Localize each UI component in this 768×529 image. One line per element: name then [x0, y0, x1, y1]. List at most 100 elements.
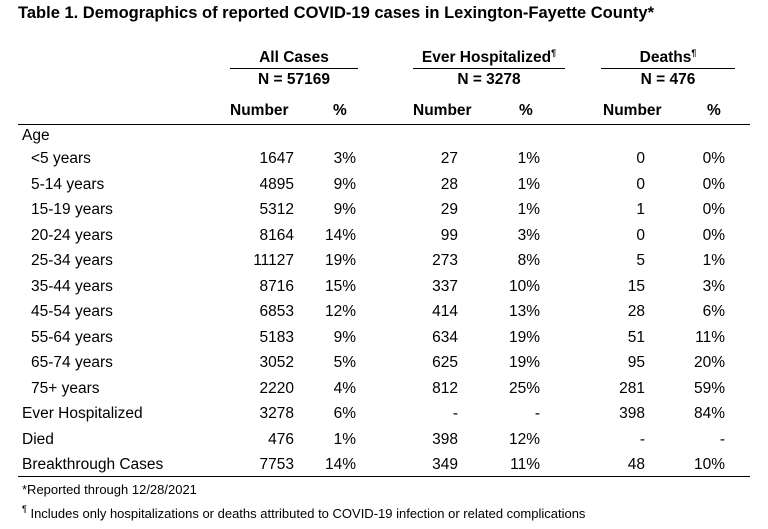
section-label: Age — [22, 127, 50, 144]
table-cell: 3% — [517, 226, 540, 244]
table-cell: 27 — [440, 150, 458, 167]
table-cell: 13% — [508, 303, 540, 320]
table-cell: 398 — [432, 430, 458, 448]
row-label: 75+ years — [31, 379, 100, 397]
table-cell: 51 — [627, 328, 645, 346]
table-cell: 14% — [324, 456, 356, 473]
table-cell: 11% — [510, 456, 540, 473]
table-cell: 84% — [693, 405, 725, 422]
table-cell: 2220 — [259, 379, 294, 397]
table-cell: 8% — [517, 252, 540, 269]
row-label: 20-24 years — [31, 226, 113, 244]
table-cell: 3278 — [259, 405, 294, 422]
table-cell: 28 — [440, 175, 458, 193]
group-n: N = 57169 — [258, 71, 330, 88]
table-cell: 0 — [636, 175, 645, 193]
table-cell: 1% — [702, 252, 725, 269]
table-cell: 281 — [619, 379, 645, 397]
table-cell: 14% — [324, 226, 356, 244]
subheader-pct: % — [519, 102, 533, 119]
table-cell: 19% — [324, 252, 356, 269]
table-cell: 337 — [432, 277, 458, 295]
table-cell: 5183 — [259, 328, 294, 346]
table-cell: 19% — [508, 354, 540, 371]
table-cell: 3% — [333, 150, 356, 167]
pilcrow-mark: ¶ — [551, 48, 557, 58]
table-cell: 6% — [702, 303, 725, 320]
subheader-number: Number — [413, 102, 472, 119]
table-cell: 15% — [324, 277, 356, 295]
table-cell: - — [534, 405, 540, 422]
table-row: 45-54 years 6853 12% 414 13% 28 6% — [0, 303, 768, 328]
subheader-number: Number — [230, 102, 289, 119]
table-cell: 8716 — [259, 277, 294, 295]
subheader-pct: % — [707, 102, 721, 119]
footnote-reported: *Reported through 12/28/2021 — [22, 482, 197, 497]
table-cell: 6% — [333, 405, 356, 422]
table-cell: 0 — [636, 150, 645, 167]
table-cell: 48 — [627, 456, 645, 473]
table-cell: 19% — [508, 328, 540, 346]
table-cell: 812 — [432, 379, 458, 397]
table-cell: 59% — [693, 379, 725, 397]
bottom-rule — [18, 476, 750, 477]
table-cell: 273 — [432, 252, 458, 269]
table-cell: 15 — [627, 277, 645, 295]
table-cell: 0% — [702, 150, 725, 167]
table-row: 65-74 years 3052 5% 625 19% 95 20% — [0, 354, 768, 379]
group-n: N = 476 — [640, 71, 696, 88]
table-cell: 12% — [324, 303, 356, 320]
table-cell: 7753 — [259, 456, 294, 473]
group-name: Deaths — [639, 49, 692, 66]
table-row: Breakthrough Cases 7753 14% 349 11% 48 10% — [0, 456, 768, 481]
table-cell: 25% — [508, 379, 540, 397]
table-cell: 3052 — [259, 354, 294, 371]
table-cell: 95 — [627, 354, 645, 371]
table-cell: 398 — [619, 405, 645, 422]
footnote-pilcrow: ¶ Includes only hospitalizations or deat… — [22, 504, 586, 522]
table-cell: 5312 — [259, 201, 294, 218]
group-ever-hospitalized: Ever Hospitalized¶ N = 3278 — [413, 49, 565, 89]
table-cell: 5 — [636, 252, 645, 269]
group-n: N = 3278 — [457, 71, 521, 88]
subheader-number: Number — [603, 102, 662, 119]
table-cell: 99 — [440, 226, 458, 244]
row-label: <5 years — [31, 150, 91, 167]
table-cell: 0 — [636, 226, 645, 244]
header-rule — [18, 124, 750, 125]
table-cell: 3% — [702, 277, 725, 295]
row-label: 25-34 years — [31, 252, 113, 269]
table-row: <5 years 1647 3% 27 1% 0 0% — [0, 150, 768, 175]
table-cell: 0% — [702, 201, 725, 218]
table-cell: 29 — [440, 201, 458, 218]
table-cell: 11% — [695, 328, 725, 346]
table-row: Ever Hospitalized 3278 6% - - 398 84% — [0, 405, 768, 430]
table-cell: - — [452, 405, 458, 422]
table-cell: 9% — [333, 175, 356, 193]
table-cell: 1% — [333, 430, 356, 448]
pilcrow-mark: ¶ — [22, 504, 27, 514]
row-label: Ever Hospitalized — [22, 405, 143, 422]
group-name: All Cases — [259, 49, 329, 66]
table-cell: 634 — [432, 328, 458, 346]
table-cell: 476 — [268, 430, 294, 448]
table-row: 20-24 years 8164 14% 99 3% 0 0% — [0, 227, 768, 252]
table-row: 15-19 years 5312 9% 29 1% 1 0% — [0, 201, 768, 226]
table-cell: 9% — [333, 328, 356, 346]
footnote-text: Includes only hospitalizations or deaths… — [26, 506, 586, 521]
subheader-pct: % — [333, 102, 347, 119]
row-label: 35-44 years — [31, 277, 113, 295]
table-row: 5-14 years 4895 9% 28 1% 0 0% — [0, 176, 768, 201]
table-cell: 1647 — [259, 150, 294, 167]
table-cell: 1 — [636, 201, 645, 218]
table-cell: 12% — [508, 430, 540, 448]
table-title: Table 1. Demographics of reported COVID-… — [18, 4, 654, 22]
table-cell: - — [639, 430, 645, 448]
table-cell: 10% — [693, 456, 725, 473]
table-cell: 10% — [508, 277, 540, 295]
table-cell: 8164 — [259, 226, 294, 244]
section-row: Age — [0, 127, 768, 152]
row-label: Breakthrough Cases — [22, 456, 164, 473]
table-cell: 4% — [333, 379, 356, 397]
row-label: 5-14 years — [31, 175, 105, 193]
